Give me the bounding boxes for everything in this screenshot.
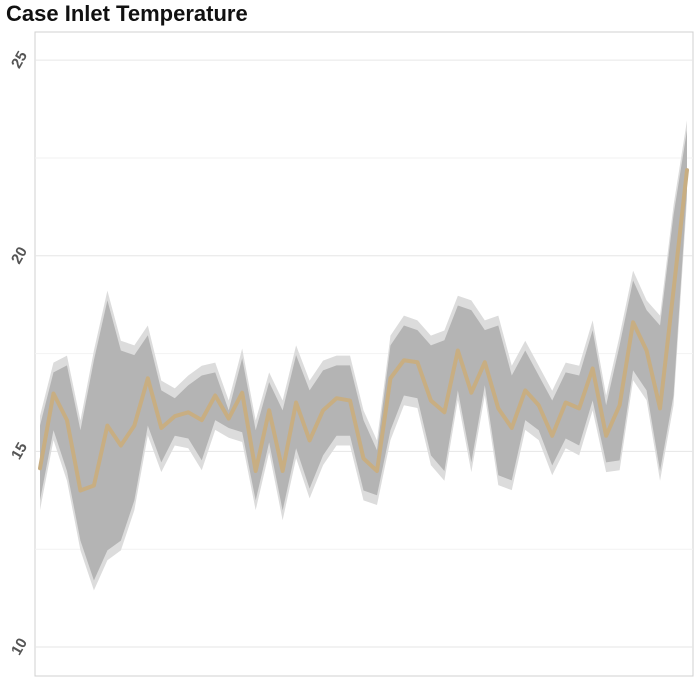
band <box>40 130 687 581</box>
y-tick-label: 25 <box>8 48 31 71</box>
chart-title: Case Inlet Temperature <box>6 1 248 26</box>
y-tick-label: 20 <box>8 244 31 267</box>
y-tick-label: 10 <box>8 635 31 658</box>
y-tick-label: 15 <box>8 440 31 463</box>
line <box>38 168 689 493</box>
